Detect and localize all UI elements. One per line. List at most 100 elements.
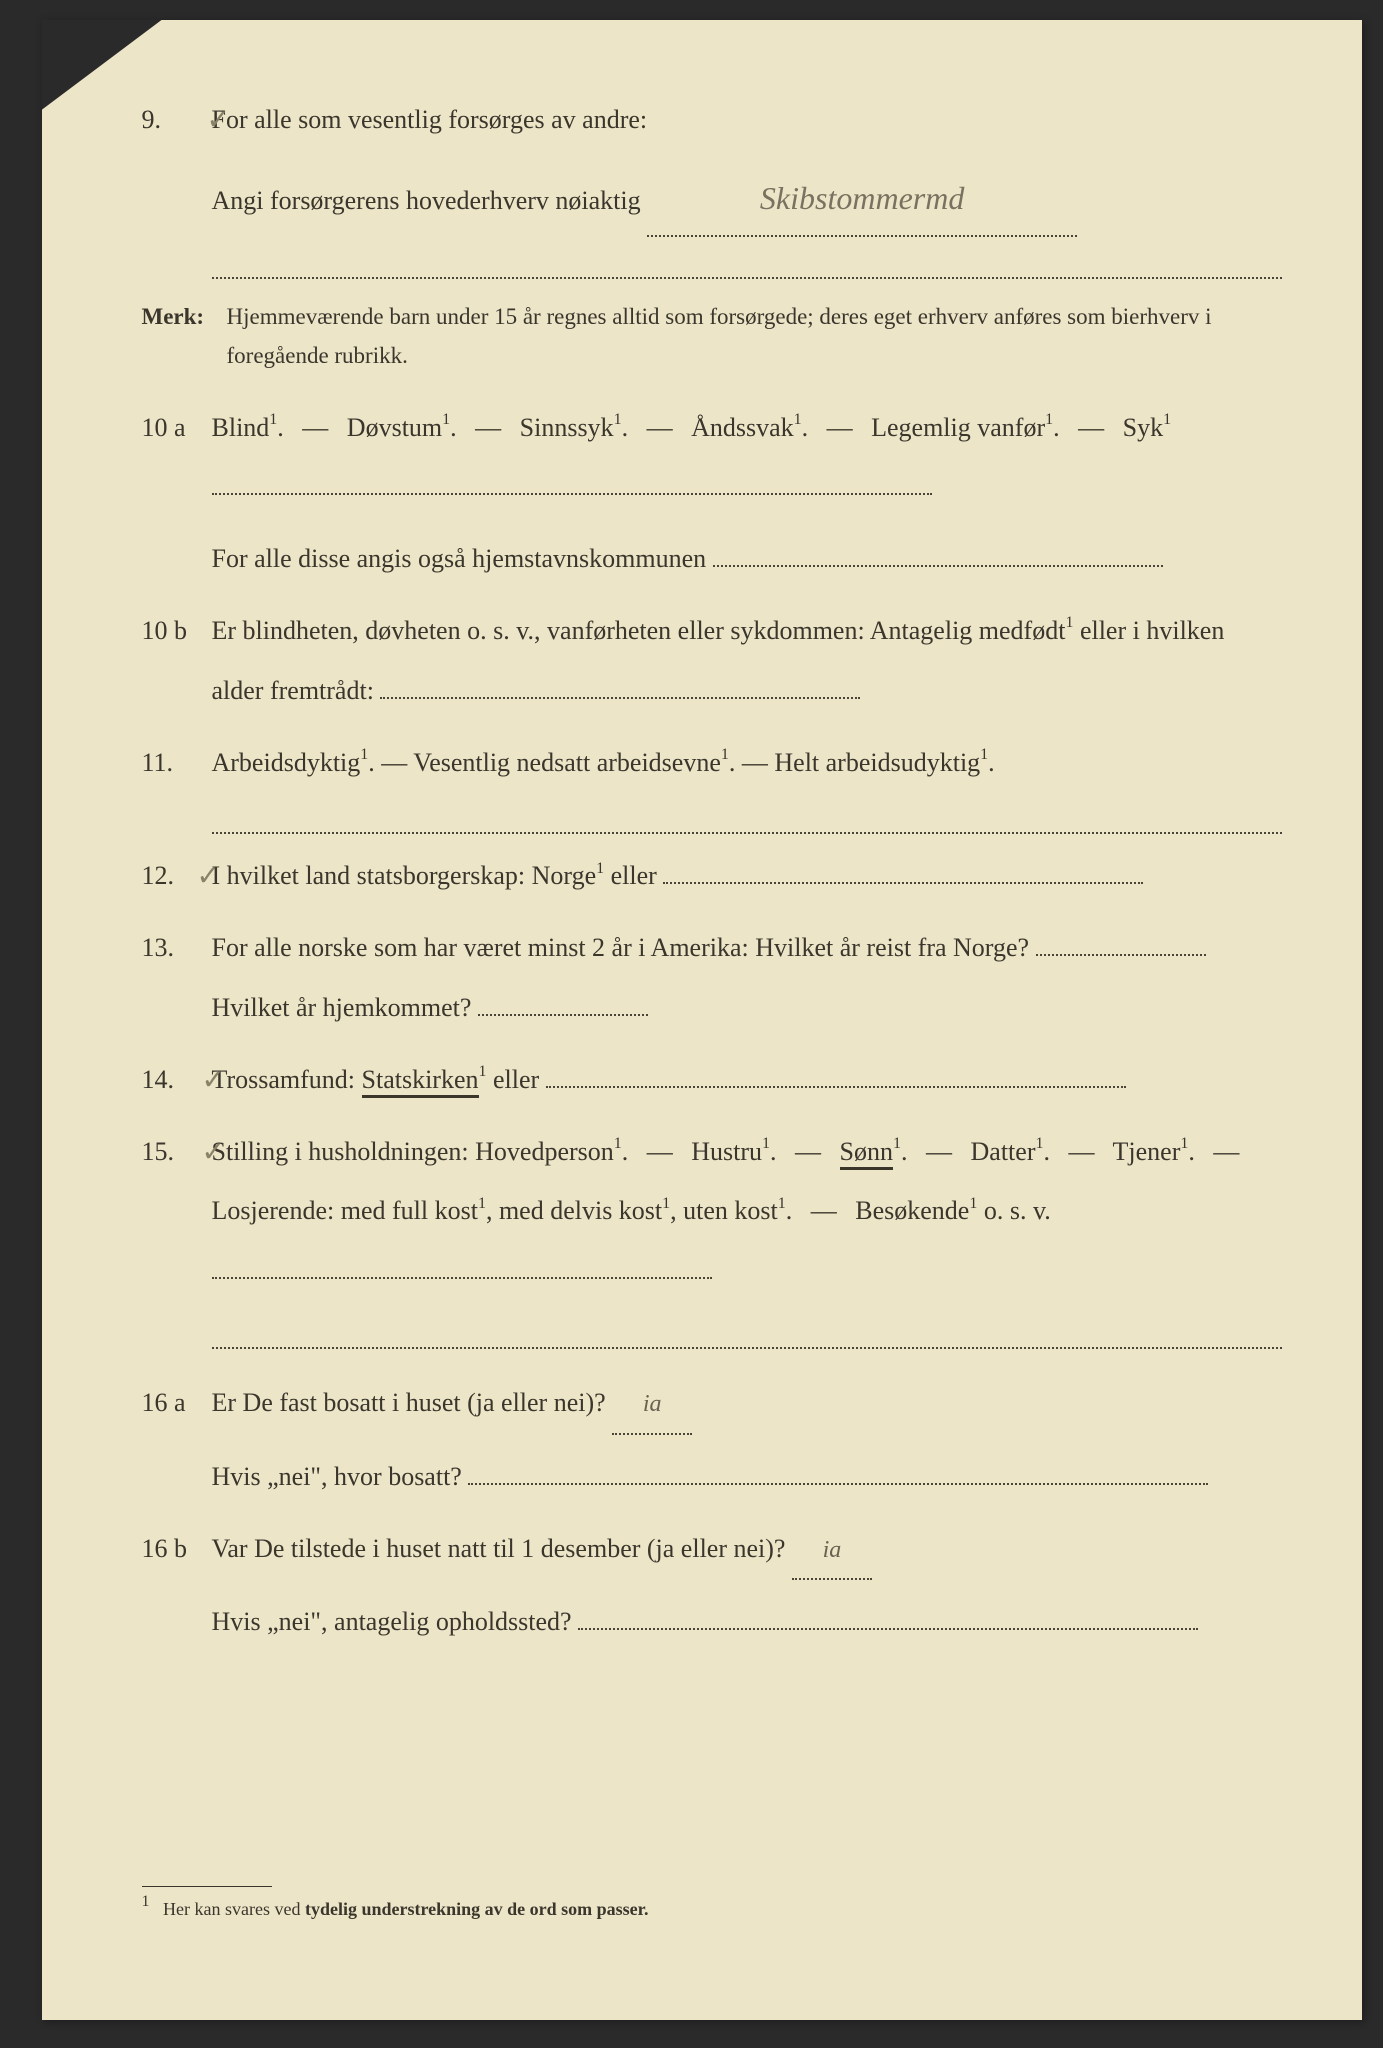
- question-11: 11. Arbeidsdyktig1. — Vesentlig nedsatt …: [142, 733, 1282, 793]
- option-text: Helt arbeidsudyktig: [774, 748, 980, 777]
- question-10a: 10 a Blind1. — Døvstum1. — Sinnssyk1. — …: [142, 398, 1282, 518]
- question-text: I hvilket land statsborgerskap: Norge1 e…: [212, 846, 1282, 906]
- item-number: 10 b: [142, 602, 212, 659]
- dotted-line: [212, 1319, 1282, 1349]
- label-text: Er De fast bosatt i huset (ja eller nei)…: [212, 1388, 606, 1417]
- check-mark-icon: ✓: [207, 90, 230, 152]
- superscript: 1: [478, 1195, 486, 1212]
- merk-text: Hjemmeværende barn under 15 år regnes al…: [227, 297, 1282, 375]
- answer-field[interactable]: [1036, 954, 1206, 956]
- option-text: Legemlig vanfør: [871, 413, 1045, 442]
- census-form-page: ✓ 9. For alle som vesentlig forsørges av…: [42, 20, 1362, 2020]
- superscript: 1: [721, 746, 729, 763]
- item-number: 9.: [142, 91, 212, 148]
- question-10b: 10 b Er blindheten, døvheten o. s. v., v…: [142, 601, 1282, 721]
- footnote-marker: 1: [142, 1893, 150, 1910]
- option-text: Sinnssyk: [520, 413, 614, 442]
- question-text: Er De fast bosatt i huset (ja eller nei)…: [212, 1373, 1282, 1435]
- option-text: Syk: [1123, 413, 1163, 442]
- question-13: 13. For alle norske som har været minst …: [142, 918, 1282, 1038]
- answer-field[interactable]: ia: [792, 1519, 872, 1581]
- label-text: eller: [487, 1065, 540, 1094]
- answer-field[interactable]: [212, 1277, 712, 1279]
- superscript: 1: [778, 1195, 786, 1212]
- option-text: Losjerende: med full kost: [212, 1196, 478, 1225]
- dotted-line: [212, 249, 1282, 279]
- question-text: Blind1. — Døvstum1. — Sinnssyk1. — Åndss…: [212, 398, 1282, 518]
- answer-field[interactable]: [212, 493, 932, 495]
- superscript: 1: [662, 1195, 670, 1212]
- footnote-rule: [142, 1886, 272, 1887]
- label-text: Er blindheten, døvheten o. s. v., vanfør…: [212, 616, 1066, 645]
- superscript: 1: [969, 1195, 977, 1212]
- item-number: 11.: [142, 734, 212, 791]
- label-text: I hvilket land statsborgerskap: Norge: [212, 861, 597, 890]
- question-text: Stilling i husholdningen: Hovedperson1. …: [212, 1122, 1282, 1301]
- handwritten-answer: Skibstommermd: [760, 180, 964, 216]
- question-16a-line2: Hvis „nei", hvor bosatt?: [212, 1447, 1282, 1507]
- question-10a-line3: For alle disse angis også hjemstavnskomm…: [212, 529, 1282, 589]
- answer-field[interactable]: [380, 697, 860, 699]
- superscript: 1: [442, 411, 450, 428]
- item-number: 16 b: [142, 1520, 212, 1577]
- option-text: Åndssvak: [691, 413, 794, 442]
- question-16b: 16 b Var De tilstede i huset natt til 1 …: [142, 1519, 1282, 1581]
- answer-field[interactable]: ia: [612, 1373, 692, 1435]
- label-text: Hvis „nei", hvor bosatt?: [212, 1462, 462, 1491]
- note-merk: Merk: Hjemmeværende barn under 15 år reg…: [142, 297, 1282, 375]
- option-text: Blind: [212, 413, 270, 442]
- answer-field[interactable]: [546, 1086, 1126, 1088]
- label-text: For alle norske som har været minst 2 år…: [212, 933, 1030, 962]
- question-14: ✓ 14. Trossamfund: Statskirken1 eller: [142, 1050, 1282, 1110]
- label-text: Stilling i husholdningen: Hovedperson: [212, 1137, 614, 1166]
- superscript: 1: [596, 860, 604, 877]
- item-number: 10 a: [142, 399, 212, 456]
- label-text: For alle disse angis også hjemstavnskomm…: [212, 544, 707, 573]
- answer-field[interactable]: [713, 565, 1163, 567]
- answer-field[interactable]: [578, 1628, 1198, 1630]
- item-number: 16 a: [142, 1374, 212, 1431]
- dotted-line: [212, 804, 1282, 834]
- check-mark-icon: ✓: [202, 1122, 225, 1184]
- question-15: ✓ 15. Stilling i husholdningen: Hovedper…: [142, 1122, 1282, 1301]
- superscript: 1: [614, 1135, 622, 1152]
- answer-field[interactable]: [478, 1014, 648, 1016]
- answer-field[interactable]: [468, 1483, 1208, 1485]
- superscript: 1: [1163, 411, 1171, 428]
- question-text: Er blindheten, døvheten o. s. v., vanfør…: [212, 601, 1282, 721]
- superscript: 1: [360, 746, 368, 763]
- superscript: 1: [269, 411, 277, 428]
- option-text: Vesentlig nedsatt arbeidsevne: [413, 748, 721, 777]
- superscript: 1: [980, 746, 988, 763]
- superscript: 1: [893, 1135, 901, 1152]
- label-text: Trossamfund:: [212, 1065, 362, 1094]
- question-text: Trossamfund: Statskirken1 eller: [212, 1050, 1282, 1110]
- option-text: Døvstum: [347, 413, 442, 442]
- question-text: For alle norske som har været minst 2 år…: [212, 918, 1282, 1038]
- label-text: eller: [604, 861, 657, 890]
- option-text: Tjener: [1113, 1137, 1181, 1166]
- superscript: 1: [1035, 1135, 1043, 1152]
- label-text: Var De tilstede i huset natt til 1 desem…: [212, 1534, 786, 1563]
- superscript: 1: [1045, 411, 1053, 428]
- superscript: 1: [479, 1063, 487, 1080]
- handwritten-answer: ia: [823, 1537, 842, 1563]
- answer-field[interactable]: [663, 882, 1143, 884]
- question-text: Var De tilstede i huset natt til 1 desem…: [212, 1519, 1282, 1581]
- superscript: 1: [762, 1135, 770, 1152]
- question-16a: 16 a Er De fast bosatt i huset (ja eller…: [142, 1373, 1282, 1435]
- merk-label: Merk:: [142, 297, 227, 336]
- superscript: 1: [614, 411, 622, 428]
- question-text: For alle disse angis også hjemstavnskomm…: [212, 529, 1282, 589]
- question-text: For alle som vesentlig forsørges av andr…: [212, 90, 1282, 150]
- question-12: ✓ 12. I hvilket land statsborgerskap: No…: [142, 846, 1282, 906]
- question-9-line2: Angi forsørgerens hovederhverv nøiaktig …: [212, 162, 1282, 238]
- superscript: 1: [1180, 1135, 1188, 1152]
- underlined-answer: Sønn: [840, 1137, 893, 1170]
- item-number: 13.: [142, 919, 212, 976]
- option-text: Hustru: [691, 1137, 762, 1166]
- answer-field[interactable]: Skibstommermd: [647, 162, 1077, 238]
- check-mark-icon: ✓: [202, 1050, 225, 1112]
- label-text: Hvis „nei", antagelig opholdssted?: [212, 1607, 572, 1636]
- footnote-pre: Her kan svares ved: [163, 1899, 305, 1919]
